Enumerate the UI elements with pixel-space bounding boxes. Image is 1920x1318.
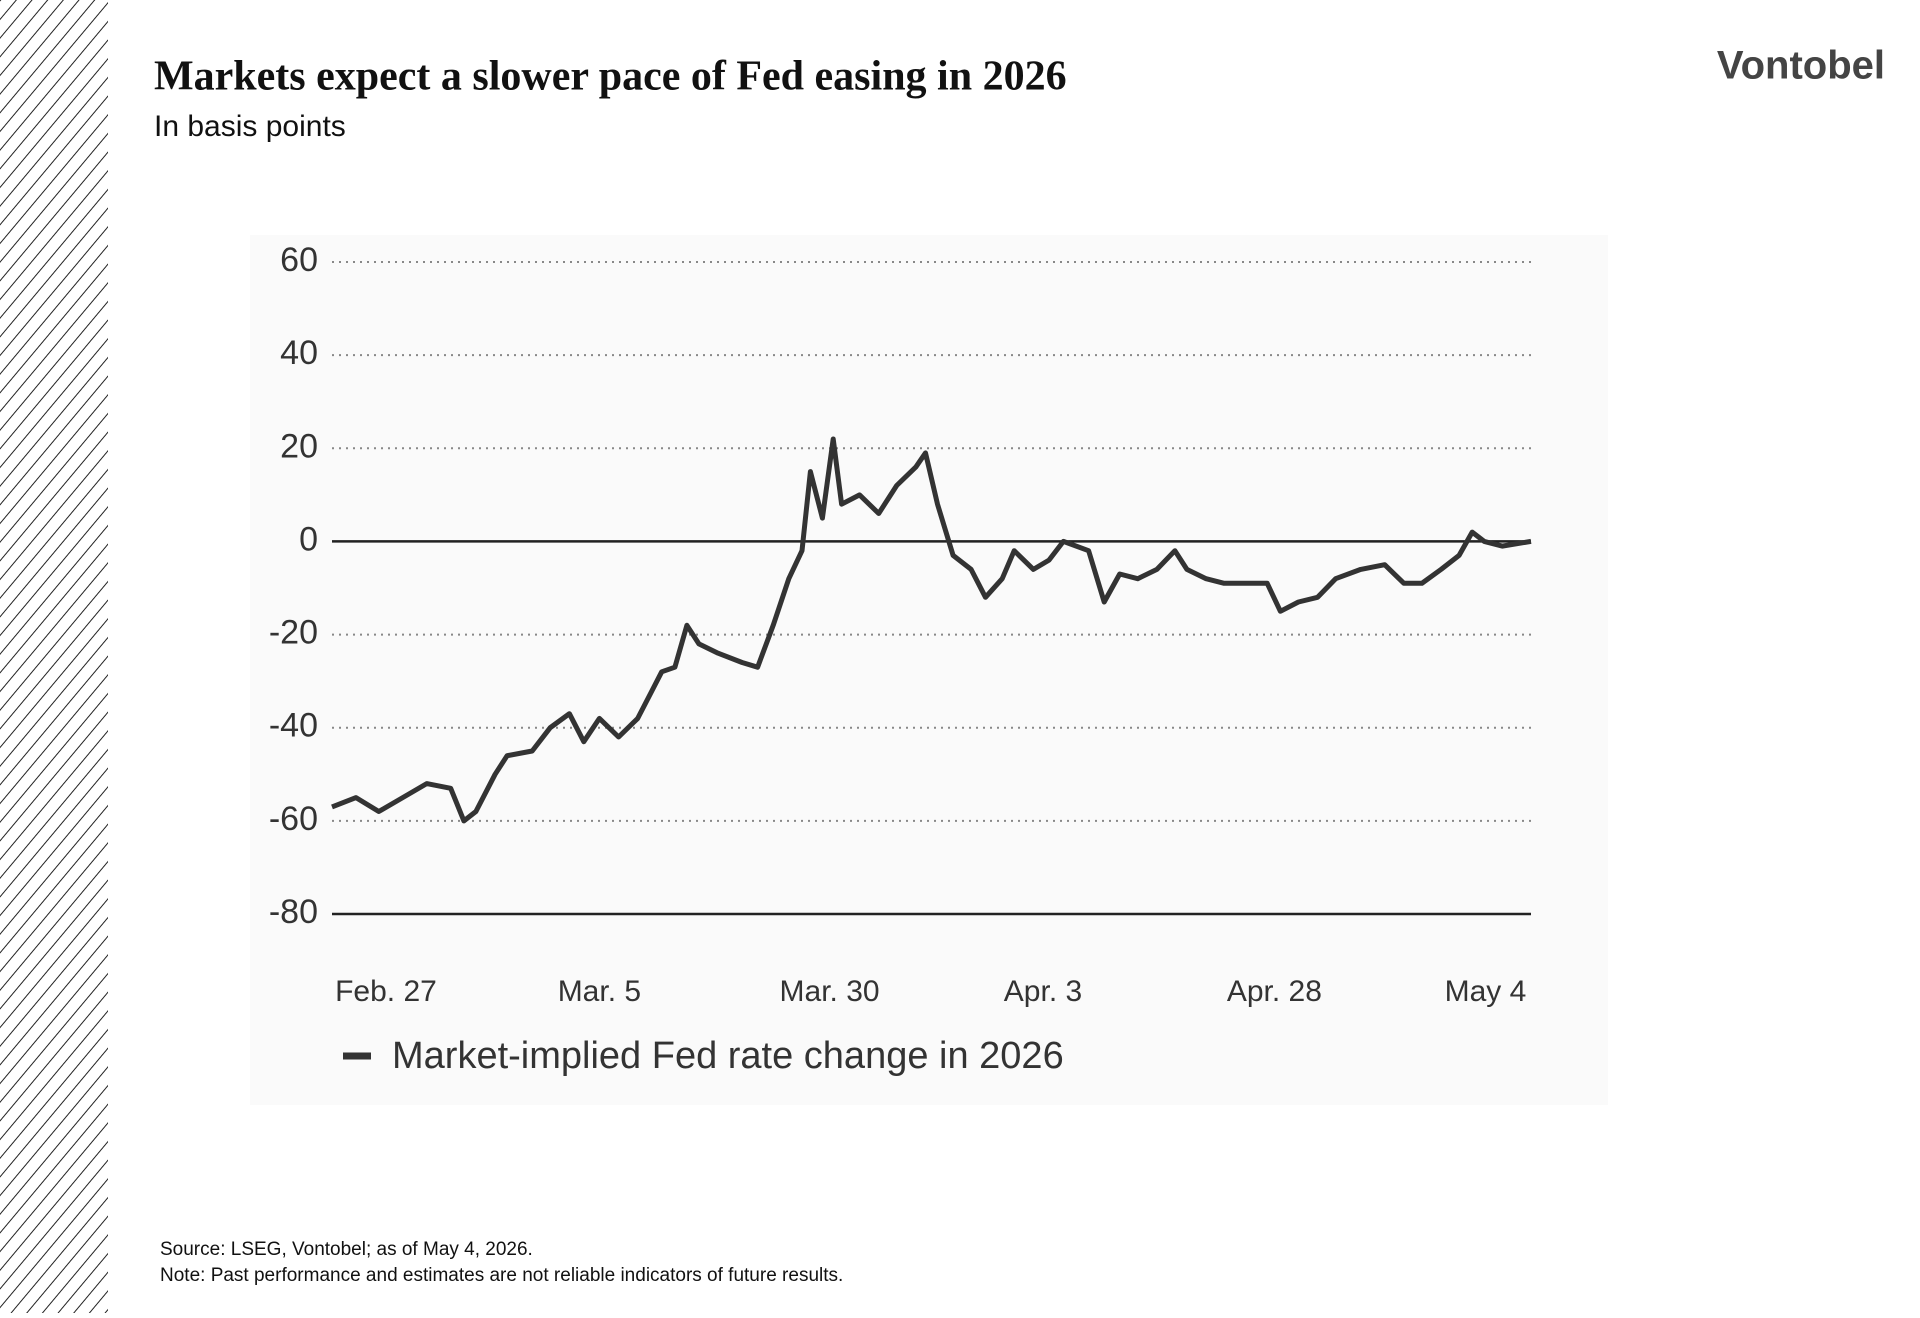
x-tick-label: Feb. 27 xyxy=(335,975,437,1008)
y-tick-label: -80 xyxy=(269,893,318,931)
x-tick-label: Mar. 5 xyxy=(558,975,641,1008)
chart-subtitle: In basis points xyxy=(154,110,346,143)
y-tick-label: 0 xyxy=(299,520,318,558)
chart-panel xyxy=(250,235,1608,1105)
y-tick-label: -20 xyxy=(269,614,318,652)
data-line xyxy=(331,436,1532,824)
y-tick-label: -60 xyxy=(269,800,318,838)
hatch-strip xyxy=(0,0,108,1313)
x-tick-label: Apr. 3 xyxy=(1004,975,1082,1008)
x-tick-label: Apr. 28 xyxy=(1227,975,1322,1008)
source-note: Source: LSEG, Vontobel; as of May 4, 202… xyxy=(160,1239,533,1260)
chart-title: Markets expect a slower pace of Fed easi… xyxy=(154,54,1067,100)
y-tick-label: 20 xyxy=(280,427,318,465)
y-tick-label: 60 xyxy=(280,241,318,279)
y-tick-label: 40 xyxy=(280,334,318,372)
brand-logo: Vontobel xyxy=(1717,44,1885,88)
y-tick-label: -40 xyxy=(269,707,318,745)
x-tick-label: Mar. 30 xyxy=(780,975,880,1008)
legend-label: Market-implied Fed rate change in 2026 xyxy=(392,1035,1064,1077)
disclaimer-note: Note: Past performance and estimates are… xyxy=(160,1265,843,1286)
x-tick-label: May 4 xyxy=(1445,975,1527,1008)
